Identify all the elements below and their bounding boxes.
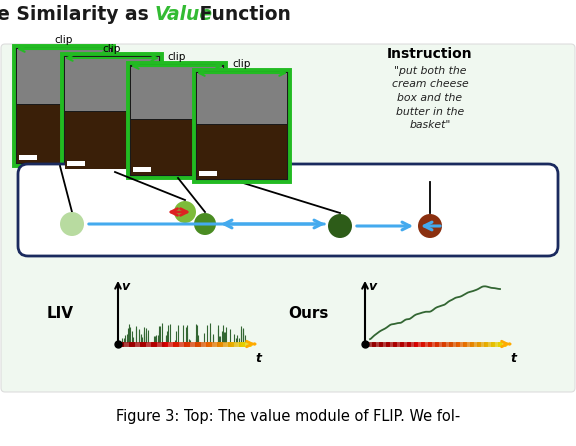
Text: Vision-Language Similarity as: Vision-Language Similarity as: [0, 4, 155, 24]
Text: t: t: [510, 352, 516, 365]
Circle shape: [328, 214, 352, 238]
FancyBboxPatch shape: [197, 125, 287, 179]
FancyBboxPatch shape: [65, 112, 159, 169]
FancyBboxPatch shape: [67, 161, 85, 166]
FancyBboxPatch shape: [199, 171, 217, 176]
Text: t: t: [255, 352, 261, 365]
Circle shape: [418, 214, 442, 238]
Text: v: v: [368, 280, 376, 293]
FancyBboxPatch shape: [131, 120, 223, 175]
Text: clip: clip: [233, 59, 251, 69]
FancyBboxPatch shape: [131, 67, 223, 119]
Text: Ours: Ours: [288, 306, 328, 322]
FancyBboxPatch shape: [194, 70, 290, 182]
Circle shape: [60, 212, 84, 236]
Text: LIV: LIV: [47, 306, 74, 322]
Circle shape: [174, 201, 196, 223]
Text: clip: clip: [55, 35, 73, 45]
Text: v: v: [121, 280, 129, 293]
Text: Function: Function: [193, 4, 291, 24]
FancyBboxPatch shape: [133, 167, 151, 172]
FancyBboxPatch shape: [197, 73, 287, 124]
FancyBboxPatch shape: [128, 63, 226, 178]
Text: Instruction: Instruction: [387, 47, 473, 61]
FancyBboxPatch shape: [62, 54, 162, 172]
Circle shape: [194, 213, 216, 235]
FancyBboxPatch shape: [17, 49, 111, 104]
Text: clip: clip: [103, 44, 121, 54]
FancyBboxPatch shape: [17, 105, 111, 163]
FancyBboxPatch shape: [14, 46, 114, 166]
FancyBboxPatch shape: [19, 155, 37, 160]
Text: Value: Value: [155, 4, 213, 24]
FancyBboxPatch shape: [1, 44, 575, 392]
Text: Figure 3: Top: The value module of FLIP. We fol-: Figure 3: Top: The value module of FLIP.…: [116, 409, 460, 424]
Text: "put both the
cream cheese
box and the
butter in the
basket": "put both the cream cheese box and the b…: [392, 66, 468, 130]
Text: clip: clip: [168, 52, 186, 62]
FancyBboxPatch shape: [65, 57, 159, 111]
FancyBboxPatch shape: [18, 164, 558, 256]
